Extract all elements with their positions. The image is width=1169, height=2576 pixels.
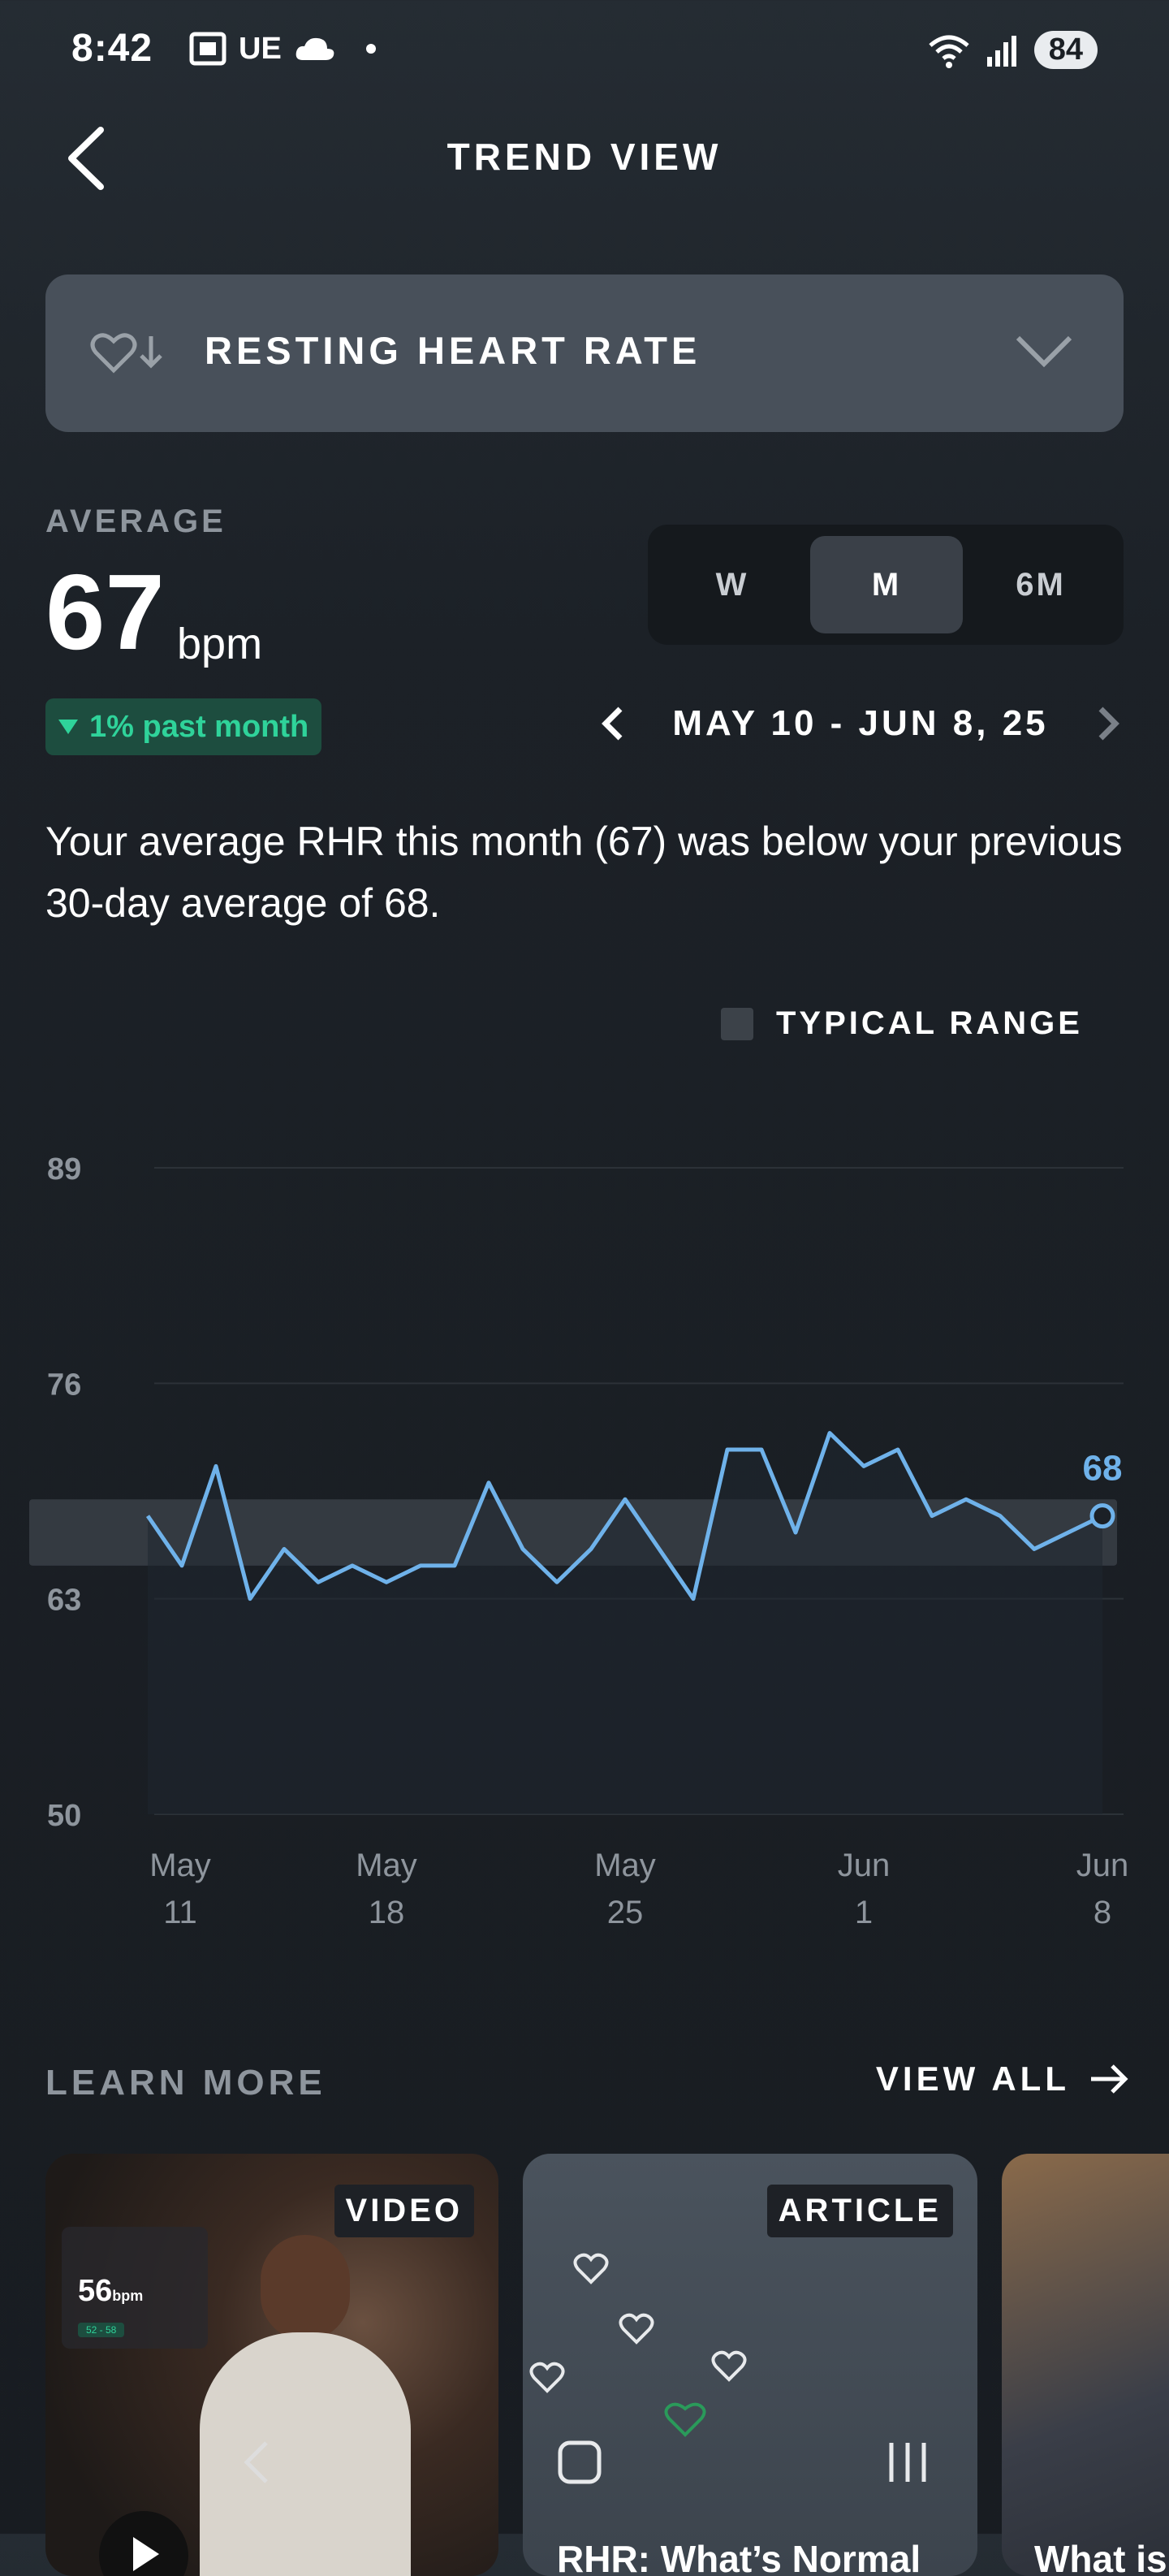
card-title: What is <box>1034 2538 1167 2576</box>
date-range-label: MAY 10 - JUN 8, 25 <box>672 703 1049 743</box>
view-all-link[interactable]: VIEW ALL <box>876 2060 1130 2098</box>
x-tick-month: May <box>356 1848 417 1883</box>
status-right: 84 <box>927 31 1098 69</box>
battery-indicator: 84 <box>1033 31 1098 69</box>
metric-selector-label: RESTING HEART RATE <box>205 329 701 372</box>
x-tick-month: May <box>594 1848 656 1883</box>
carousel-menu-icon[interactable] <box>880 2438 937 2487</box>
overlay-range-text: 52 - 58 <box>86 2324 117 2336</box>
page-title: TREND VIEW <box>446 136 723 178</box>
play-icon <box>133 2537 159 2571</box>
back-arrow-icon[interactable] <box>62 122 110 195</box>
wifi-icon <box>929 35 969 68</box>
change-badge: 1% past month <box>45 698 322 755</box>
chart-legend: TYPICAL RANGE <box>721 1005 1083 1042</box>
learn-card-third[interactable]: What is <box>1002 2154 1169 2576</box>
tab-month[interactable]: M <box>810 536 963 633</box>
x-tick-month: Jun <box>1076 1848 1129 1883</box>
signal-icon <box>986 35 1016 67</box>
learn-more-heading: LEARN MORE <box>45 2063 326 2103</box>
learn-card-article[interactable]: ARTICLE RHR: What’s Normal <box>523 2154 977 2576</box>
rhr-line <box>145 1431 1104 1601</box>
status-time: 8:42 <box>71 27 153 70</box>
arrow-right-icon <box>1091 2064 1128 2094</box>
range-tabs: W M 6M <box>648 525 1124 645</box>
tab-week[interactable]: W <box>715 566 749 603</box>
chevron-right-icon[interactable] <box>1096 706 1120 741</box>
y-tick-label: 89 <box>47 1152 81 1186</box>
overlay-bpm: 56bpm <box>78 2274 143 2309</box>
average-label: AVERAGE <box>45 504 226 539</box>
x-tick-day: 1 <box>855 1895 873 1930</box>
x-tick-month: May <box>149 1848 211 1883</box>
metric-selector[interactable] <box>45 274 1124 432</box>
y-tick-label: 63 <box>47 1584 81 1618</box>
heart-down-icon <box>90 333 162 374</box>
date-range-nav: MAY 10 - JUN 8, 25 <box>601 703 1120 744</box>
card-title: RHR: What’s Normal <box>557 2538 921 2576</box>
chevron-down-icon[interactable] <box>1015 333 1073 369</box>
legend-swatch <box>721 1007 753 1040</box>
x-tick-day: 18 <box>369 1895 405 1930</box>
carrier-label: UE <box>239 31 282 66</box>
last-value-label: 68 <box>1083 1449 1123 1489</box>
area-fill <box>148 1433 1102 1814</box>
overlay-range: 52 - 58 <box>78 2323 125 2337</box>
average-value: 67 <box>45 552 165 672</box>
hearts-illustration <box>529 2253 747 2437</box>
tab-6-months[interactable]: 6M <box>1016 566 1066 603</box>
x-tick-month: Jun <box>838 1848 891 1883</box>
rhr-line-chart: 89 76 63 50 68 May 11 May 18 May 25 Jun 1 Jun 8 <box>29 1152 1129 1930</box>
last-point-marker <box>1089 1503 1115 1529</box>
cloud-icon <box>295 37 334 60</box>
dot-icon <box>365 44 376 54</box>
y-tick-label: 50 <box>47 1799 81 1833</box>
change-text: 1% past month <box>89 709 309 744</box>
carousel-back-icon[interactable] <box>240 2438 273 2487</box>
overlay-value: 56 <box>78 2274 113 2308</box>
average-unit: bpm <box>177 620 263 668</box>
x-tick-day: 8 <box>1094 1895 1111 1930</box>
carousel-square-icon[interactable] <box>555 2438 604 2487</box>
legend-label: TYPICAL RANGE <box>776 1005 1083 1041</box>
summary-text: Your average RHR this month (67) was bel… <box>45 819 1123 926</box>
chevron-left-icon[interactable] <box>601 706 625 741</box>
x-tick-day: 11 <box>163 1895 197 1930</box>
screenshot-icon <box>189 32 226 66</box>
status-carrier: UE <box>188 31 376 67</box>
card-tag: VIDEO <box>334 2185 474 2237</box>
y-tick-label: 76 <box>47 1368 81 1402</box>
view-all-label: VIEW ALL <box>875 2060 1070 2098</box>
card-tag: ARTICLE <box>766 2185 953 2237</box>
learn-card-video[interactable]: VIDEO 56bpm 52 - 58 <box>45 2154 498 2576</box>
triangle-down-icon <box>58 720 78 734</box>
presenter-image <box>183 2202 427 2576</box>
overlay-unit: bpm <box>112 2288 144 2304</box>
x-tick-day: 25 <box>607 1895 644 1930</box>
